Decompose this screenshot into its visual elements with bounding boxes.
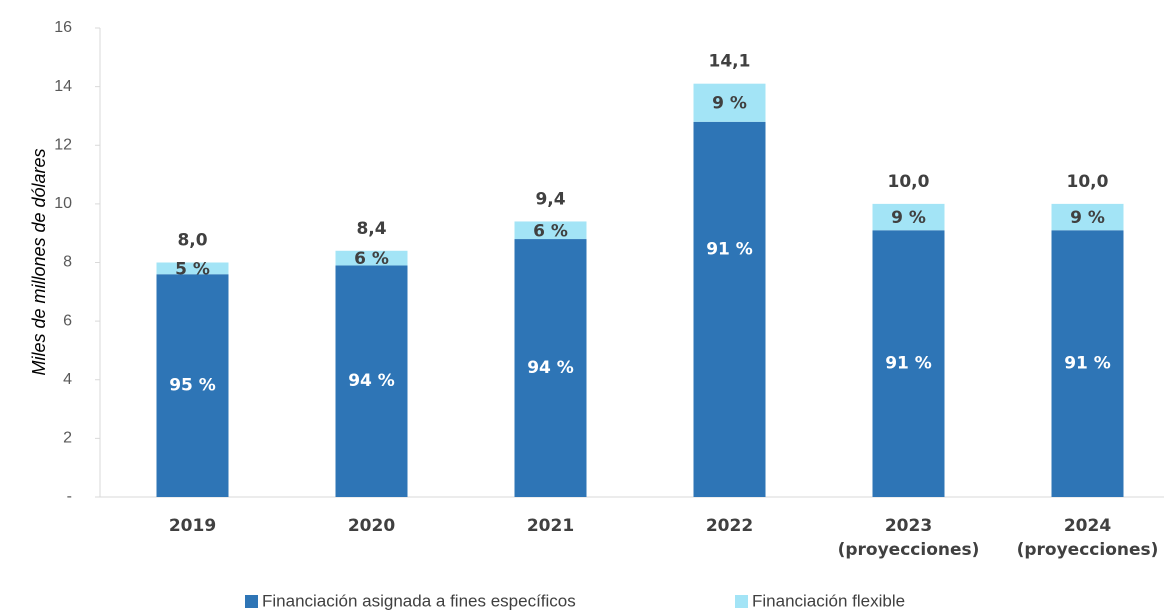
share-label: 9 % [712, 94, 747, 114]
y-tick-label: 16 [54, 19, 72, 36]
y-tick-label: 12 [54, 136, 72, 153]
bar-segment [693, 121, 766, 498]
share-label: 91 % [706, 239, 753, 259]
total-label: 8,4 [356, 219, 386, 239]
bar-segment [872, 230, 945, 497]
x-tick-label: 2023 [885, 516, 932, 536]
x-tick-label: (proyecciones) [1017, 540, 1159, 560]
bar-segment [514, 221, 587, 240]
share-label: 9 % [1070, 208, 1105, 228]
share-label: 6 % [533, 221, 568, 241]
share-label: 94 % [348, 371, 395, 391]
y-tick-label: 8 [63, 254, 72, 271]
y-tick-label: 4 [63, 371, 72, 388]
legend-label: Financiación asignada a fines específico… [262, 591, 576, 610]
share-label: 91 % [885, 354, 932, 374]
share-label: 5 % [175, 259, 210, 279]
bar-segment [1051, 203, 1124, 231]
x-tick-label: 2020 [348, 516, 395, 536]
y-tick-label: - [67, 488, 72, 505]
bar-segment [693, 83, 766, 122]
y-tick-label: 10 [54, 195, 72, 212]
bar-segment [156, 262, 229, 275]
bar-segment [335, 250, 408, 266]
y-axis-title: Miles de millones de dólares [29, 148, 49, 375]
x-tick-label: (proyecciones) [838, 540, 980, 560]
share-label: 95 % [169, 376, 216, 396]
x-tick-label: 2019 [169, 516, 216, 536]
total-label: 8,0 [177, 231, 207, 251]
share-label: 9 % [891, 208, 926, 228]
x-tick-label: 2022 [706, 516, 753, 536]
bar-segment [156, 274, 229, 497]
share-label: 91 % [1064, 354, 1111, 374]
legend-label: Financiación flexible [752, 591, 905, 610]
share-label: 6 % [354, 249, 389, 269]
x-tick-label: 2021 [527, 516, 574, 536]
bar-segment [872, 203, 945, 231]
total-label: 10,0 [1067, 172, 1109, 192]
total-label: 10,0 [888, 172, 930, 192]
x-tick-label: 2024 [1064, 516, 1111, 536]
y-tick-label: 14 [54, 78, 72, 95]
bar-segment [1051, 230, 1124, 497]
legend-swatch [735, 595, 748, 608]
bar-segment [335, 265, 408, 497]
bar-segment [514, 239, 587, 498]
total-label: 9,4 [535, 189, 565, 209]
y-tick-label: 2 [63, 430, 72, 447]
share-label: 94 % [527, 358, 574, 378]
legend-swatch [245, 595, 258, 608]
y-tick-label: 6 [63, 312, 72, 329]
total-label: 14,1 [709, 52, 751, 72]
